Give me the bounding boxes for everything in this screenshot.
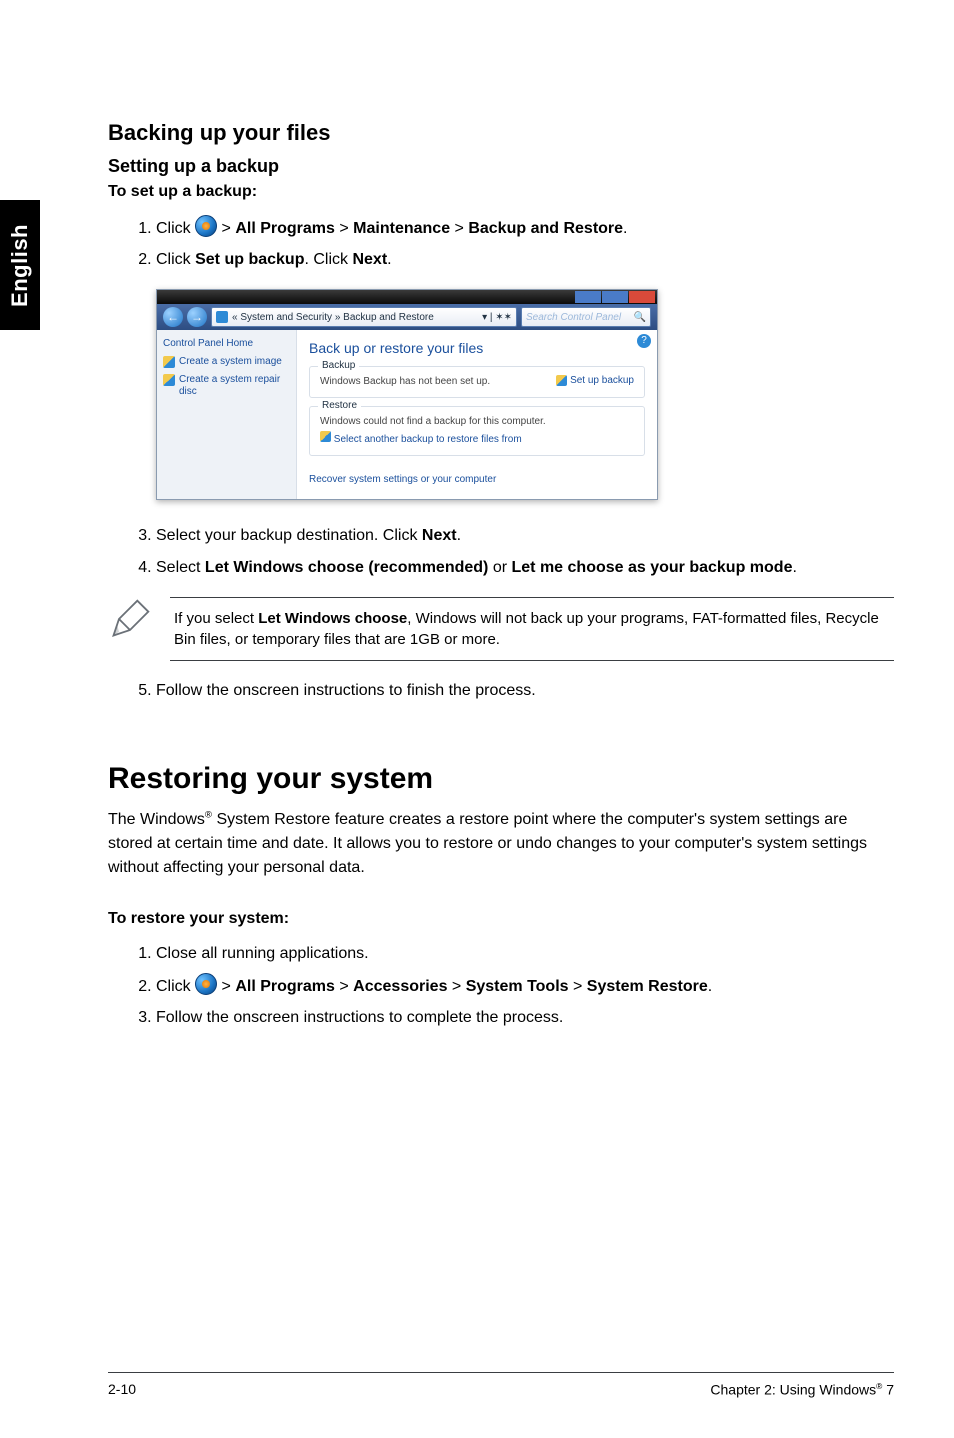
steps-list-1: Click > All Programs > Maintenance > Bac… [108, 215, 894, 271]
step4-end: . [792, 559, 796, 576]
subsection-title: Setting up a backup [108, 156, 894, 177]
step-4: Select Let Windows choose (recommended) … [156, 556, 894, 579]
step2-mid: . Click [304, 251, 352, 268]
step3-pre: Select your backup destination. Click [156, 527, 422, 544]
note-body: If you select Let Windows choose, Window… [170, 597, 894, 661]
window-min-button[interactable] [575, 291, 601, 303]
step4-mid: or [488, 559, 511, 576]
address-bar: ← → « System and Security » Backup and R… [157, 304, 657, 330]
breadcrumb-text: « System and Security » Backup and Resto… [232, 312, 434, 323]
nav-back-icon[interactable]: ← [163, 307, 183, 327]
restore-msg: Windows could not find a backup for this… [320, 416, 546, 427]
note-pre: If you select [174, 610, 258, 627]
lead-line-2: To restore your system: [108, 910, 894, 928]
step4-pre: Select [156, 559, 205, 576]
step-5: Follow the onscreen instructions to fini… [156, 679, 894, 702]
section-title: Backing up your files [108, 120, 894, 146]
note-b: Let Windows choose [258, 610, 407, 627]
nav-fwd-icon[interactable]: → [187, 307, 207, 327]
shield-icon [216, 311, 228, 323]
window-close-button[interactable] [629, 291, 655, 303]
mock-heading: Back up or restore your files [309, 340, 645, 356]
step3-end: . [457, 527, 461, 544]
s2b2: Accessories [353, 978, 447, 995]
search-placeholder: Search Control Panel [526, 312, 621, 323]
steps-list-1b: Select your backup destination. Click Ne… [108, 524, 894, 578]
setup-link-label: Set up backup [570, 375, 634, 386]
step-1: Click > All Programs > Maintenance > Bac… [156, 215, 894, 240]
shield-icon [163, 356, 175, 368]
step1-b3: Backup and Restore [468, 220, 623, 237]
backup-msg: Windows Backup has not been set up. [320, 376, 490, 387]
start-orb-icon [195, 973, 217, 995]
s2-step-3: Follow the onscreen instructions to comp… [156, 1006, 894, 1029]
help-icon[interactable]: ? [637, 334, 651, 348]
language-tab-label: English [7, 224, 33, 307]
step2-b1: Set up backup [195, 251, 304, 268]
search-icon: 🔍 [634, 312, 646, 323]
sidebar-link-2[interactable]: Create a system repair disc [163, 374, 290, 398]
mock-main: ? Back up or restore your files Backup W… [297, 330, 657, 499]
step-3: Select your backup destination. Click Ne… [156, 524, 894, 547]
window-titlebar [157, 290, 657, 304]
footer-left: 2-10 [108, 1381, 136, 1398]
step2-end: . [387, 251, 391, 268]
s2b4: System Restore [587, 978, 708, 995]
footer-right: Chapter 2: Using Windows® 7 [710, 1381, 894, 1398]
backup-fieldset: Backup Windows Backup has not been set u… [309, 366, 645, 398]
s2-step-2: Click > All Programs > Accessories > Sys… [156, 973, 894, 998]
page-footer: 2-10 Chapter 2: Using Windows® 7 [108, 1372, 894, 1398]
s2-step-1: Close all running applications. [156, 942, 894, 965]
step3-b: Next [422, 527, 457, 544]
section2-title: Restoring your system [108, 762, 894, 796]
restore-link-label: Select another backup to restore files f… [334, 434, 522, 445]
step-2: Click Set up backup. Click Next. [156, 248, 894, 271]
note-box: If you select Let Windows choose, Window… [108, 597, 894, 661]
restore-fieldset: Restore Windows could not find a backup … [309, 406, 645, 456]
footer-right-post: 7 [882, 1382, 894, 1398]
restore-legend: Restore [318, 400, 361, 411]
sidebar-link-1[interactable]: Create a system image [163, 356, 290, 368]
restore-other-link[interactable]: Select another backup to restore files f… [320, 431, 634, 445]
lead-line: To set up a backup: [108, 183, 894, 201]
screenshot-mock: ← → « System and Security » Backup and R… [156, 289, 658, 500]
footer-right-pre: Chapter 2: Using Windows [710, 1382, 876, 1398]
section2-body: The Windows® System Restore feature crea… [108, 808, 894, 880]
s2b3: System Tools [466, 978, 569, 995]
language-tab: English [0, 200, 40, 330]
step4-b2: Let me choose as your backup mode [512, 559, 793, 576]
steps-list-1c: Follow the onscreen instructions to fini… [108, 679, 894, 702]
mock-sidebar: Control Panel Home Create a system image… [157, 330, 297, 499]
shield-icon [163, 374, 175, 386]
shield-icon [320, 431, 331, 442]
sidebar-link-1-label: Create a system image [179, 356, 282, 368]
setup-backup-link[interactable]: Set up backup [556, 375, 634, 386]
step1-b1: All Programs [235, 220, 335, 237]
backup-legend: Backup [318, 360, 359, 371]
step1-b2: Maintenance [353, 220, 450, 237]
recover-link[interactable]: Recover system settings or your computer [309, 474, 496, 485]
s2b1: All Programs [235, 978, 335, 995]
sidebar-home-link[interactable]: Control Panel Home [163, 338, 290, 350]
shield-icon [556, 375, 567, 386]
pencil-icon [108, 597, 152, 646]
step2-pre: Click [156, 251, 195, 268]
breadcrumb-field[interactable]: « System and Security » Backup and Resto… [211, 307, 517, 327]
search-input[interactable]: Search Control Panel 🔍 [521, 307, 651, 327]
start-orb-icon [195, 215, 217, 237]
steps-list-2: Close all running applications. Click > … [108, 942, 894, 1030]
step2-b2: Next [352, 251, 387, 268]
sidebar-link-2-label: Create a system repair disc [179, 374, 290, 398]
step4-b1: Let Windows choose (recommended) [205, 559, 488, 576]
window-max-button[interactable] [602, 291, 628, 303]
